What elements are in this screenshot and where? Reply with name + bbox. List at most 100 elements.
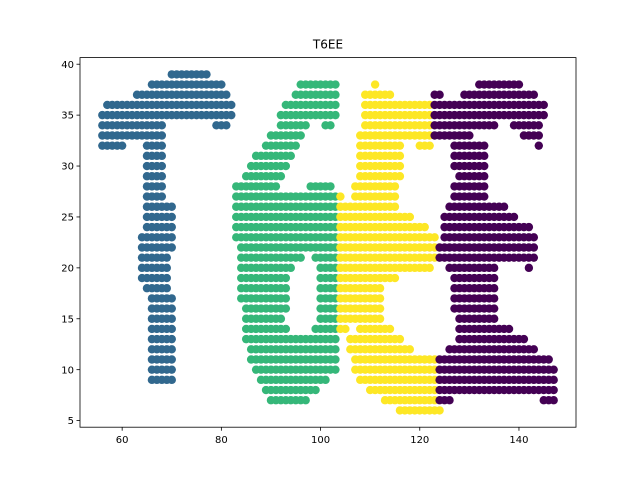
data-point (376, 304, 384, 312)
y-tick-label: 25 (61, 213, 74, 224)
data-point (525, 223, 533, 231)
data-point (282, 274, 290, 282)
data-point (168, 294, 176, 302)
x-tick-label: 80 (215, 435, 228, 446)
data-point (391, 192, 399, 200)
data-point (222, 121, 230, 129)
x-tick-label: 60 (116, 435, 129, 446)
data-point (549, 386, 557, 394)
data-point (445, 396, 453, 404)
data-point (525, 264, 533, 272)
data-point (331, 365, 339, 373)
data-point (490, 294, 498, 302)
data-point (341, 325, 349, 333)
data-point (430, 233, 438, 241)
data-point (158, 162, 166, 170)
data-point (163, 253, 171, 261)
data-point (396, 172, 404, 180)
data-point (297, 131, 305, 139)
data-point (168, 315, 176, 323)
data-point (326, 182, 334, 190)
y-tick-label: 40 (61, 60, 74, 71)
data-point (282, 162, 290, 170)
data-point (331, 355, 339, 363)
data-point (480, 141, 488, 149)
data-point (118, 141, 126, 149)
data-point (465, 131, 473, 139)
data-point (287, 152, 295, 160)
data-point (158, 192, 166, 200)
data-point (217, 80, 225, 88)
data-point (168, 325, 176, 333)
data-point (490, 315, 498, 323)
data-point (396, 335, 404, 343)
data-point (202, 70, 210, 78)
data-point (158, 182, 166, 190)
data-point (163, 264, 171, 272)
data-point (530, 233, 538, 241)
data-point (480, 162, 488, 170)
data-point (336, 192, 344, 200)
y-tick-label: 20 (61, 263, 74, 274)
data-point (331, 101, 339, 109)
chart-title: T6EE (312, 38, 343, 52)
data-point (292, 141, 300, 149)
data-point (515, 80, 523, 88)
data-point (535, 141, 543, 149)
data-point (505, 325, 513, 333)
data-point (510, 213, 518, 221)
y-tick-label: 30 (61, 162, 74, 173)
data-point (500, 203, 508, 211)
data-point (549, 365, 557, 373)
data-point (391, 203, 399, 211)
data-point (331, 91, 339, 99)
data-point (158, 152, 166, 160)
data-point (168, 203, 176, 211)
data-point (376, 294, 384, 302)
data-point (540, 101, 548, 109)
data-point (535, 121, 543, 129)
data-point (282, 304, 290, 312)
data-point (391, 182, 399, 190)
data-point (163, 284, 171, 292)
data-point (406, 213, 414, 221)
data-point (520, 335, 528, 343)
data-point (540, 111, 548, 119)
data-point (158, 172, 166, 180)
y-tick-label: 15 (61, 314, 74, 325)
data-point (490, 121, 498, 129)
data-point (272, 182, 280, 190)
data-point (490, 274, 498, 282)
data-point (490, 264, 498, 272)
data-point (396, 141, 404, 149)
x-tick-label: 120 (410, 435, 429, 446)
data-point (277, 172, 285, 180)
data-point (480, 182, 488, 190)
data-point (297, 253, 305, 261)
data-point (168, 213, 176, 221)
data-point (168, 365, 176, 373)
data-point (480, 192, 488, 200)
data-point (391, 274, 399, 282)
data-point (277, 315, 285, 323)
data-point (480, 152, 488, 160)
data-point (421, 223, 429, 231)
data-point (490, 304, 498, 312)
data-point (530, 243, 538, 251)
y-tick-label: 5 (68, 416, 74, 427)
data-point (480, 172, 488, 180)
data-point (530, 91, 538, 99)
data-point (168, 233, 176, 241)
data-point (158, 131, 166, 139)
data-point (158, 141, 166, 149)
data-point (386, 325, 394, 333)
data-point (530, 345, 538, 353)
data-point (530, 253, 538, 261)
data-point (376, 315, 384, 323)
data-point (435, 91, 443, 99)
data-point (168, 376, 176, 384)
data-point (168, 345, 176, 353)
data-point (168, 335, 176, 343)
data-point (371, 80, 379, 88)
